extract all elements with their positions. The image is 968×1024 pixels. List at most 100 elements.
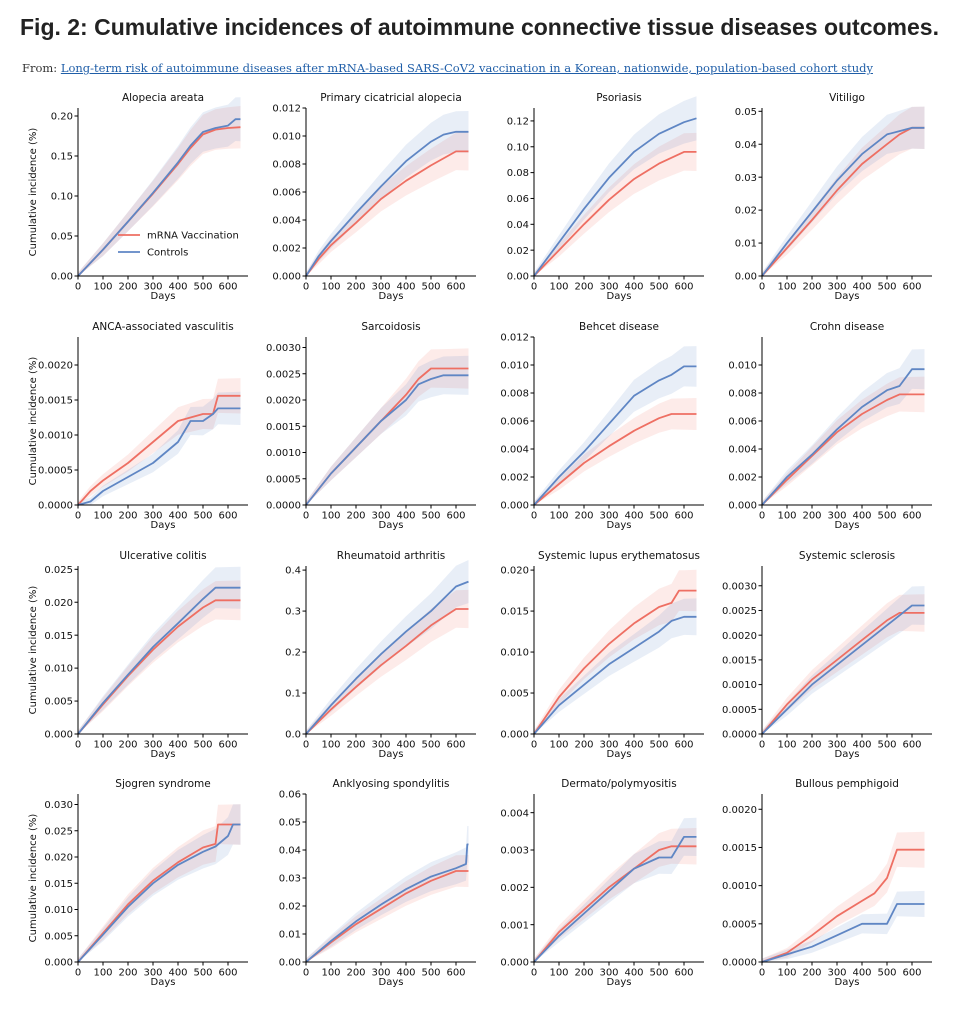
- panel-title: Dermato/polymyositis: [561, 778, 676, 790]
- x-tick-label: 0: [759, 968, 765, 979]
- ci-band: [78, 391, 241, 505]
- x-tick-label: 0: [759, 282, 765, 293]
- series-line-mrna-vaccination: [77, 394, 241, 506]
- x-tick-label: 600: [674, 968, 693, 979]
- y-tick-label: 0.0010: [722, 680, 757, 691]
- y-tick-label: 0.010: [272, 132, 301, 143]
- x-tick-label: 500: [877, 282, 896, 293]
- ci-band: [534, 132, 697, 276]
- x-tick-label: 200: [802, 740, 821, 751]
- x-axis-label: Days: [151, 520, 176, 531]
- y-tick-label: 0.0000: [266, 501, 301, 512]
- y-axis-label: Cumulative incidence (%): [28, 586, 39, 715]
- series-line-controls: [77, 823, 241, 963]
- ci-band: [534, 828, 697, 962]
- ci-band: [534, 598, 697, 734]
- y-tick-label: 0.006: [728, 417, 757, 428]
- ci-band: [306, 589, 469, 734]
- x-tick-label: 400: [168, 968, 187, 979]
- y-tick-label: 0.020: [44, 598, 73, 609]
- x-tick-label: 500: [193, 740, 212, 751]
- series-line-controls: [761, 903, 925, 963]
- x-tick-label: 300: [599, 511, 618, 522]
- y-tick-label: 0.0015: [722, 843, 757, 854]
- x-axis-label: Days: [835, 749, 860, 760]
- x-tick-label: 400: [624, 282, 643, 293]
- y-tick-label: 0.003: [500, 846, 529, 857]
- x-tick-label: 200: [346, 968, 365, 979]
- x-tick-label: 500: [421, 968, 440, 979]
- panel-title: Sjogren syndrome: [115, 778, 210, 790]
- y-tick-label: 0.0015: [38, 396, 73, 407]
- y-tick-label: 0.025: [44, 565, 73, 576]
- y-tick-label: 0.0010: [38, 431, 73, 442]
- x-tick-label: 0: [75, 968, 81, 979]
- x-tick-label: 100: [93, 740, 112, 751]
- x-tick-label: 400: [852, 282, 871, 293]
- x-tick-label: 0: [75, 511, 81, 522]
- panel-title: ANCA-associated vasculitis: [92, 321, 234, 333]
- x-axis-label: Days: [151, 977, 176, 988]
- series-line-mrna-vaccination: [761, 612, 925, 735]
- x-tick-label: 100: [777, 968, 796, 979]
- panel-title: Anklyosing spondylitis: [333, 778, 450, 790]
- x-tick-label: 400: [396, 968, 415, 979]
- x-tick-label: 300: [143, 740, 162, 751]
- y-tick-label: 0.0010: [722, 881, 757, 892]
- y-tick-label: 0.000: [500, 501, 529, 512]
- panel-title: Ulcerative colitis: [119, 550, 206, 562]
- y-tick-label: 0.4: [285, 566, 301, 577]
- y-tick-label: 0.010: [44, 664, 73, 675]
- x-axis-label: Days: [379, 749, 404, 760]
- y-tick-label: 0.0010: [266, 448, 301, 459]
- y-tick-label: 0.002: [500, 473, 529, 484]
- panel-title: Systemic lupus erythematosus: [538, 550, 700, 562]
- y-tick-label: 0.06: [507, 194, 529, 205]
- x-tick-label: 500: [649, 968, 668, 979]
- y-tick-label: 0.008: [500, 389, 529, 400]
- y-tick-label: 0.0020: [266, 396, 301, 407]
- y-tick-label: 0.005: [44, 931, 73, 942]
- chart-panel: Crohn disease 0.000 0.002 0.004 0.006 0.008 0.…: [728, 321, 932, 531]
- chart-panel: Primary cicatricial alopecia 0.000 0.002 0.…: [272, 92, 476, 302]
- panel-title: Sarcoidosis: [361, 321, 420, 333]
- chart-panel: Ulcerative colitis 0.000 0.005 0.010 0.015 0.…: [28, 550, 248, 760]
- x-tick-label: 200: [574, 740, 593, 751]
- y-tick-label: 0.05: [735, 107, 757, 118]
- x-tick-label: 0: [531, 968, 537, 979]
- x-axis-label: Days: [835, 520, 860, 531]
- y-axis-label: Cumulative incidence (%): [28, 128, 39, 257]
- x-tick-label: 0: [759, 511, 765, 522]
- panel-title: Rheumatoid arthritis: [337, 550, 445, 562]
- x-tick-label: 600: [902, 511, 921, 522]
- x-tick-label: 600: [902, 282, 921, 293]
- chart-panel: Sjogren syndrome 0.000 0.005 0.010 0.015 0.02…: [28, 778, 248, 988]
- y-tick-label: 0.00: [51, 272, 73, 283]
- ci-band: [762, 890, 925, 962]
- x-tick-label: 100: [93, 968, 112, 979]
- x-tick-label: 600: [218, 511, 237, 522]
- ci-band: [78, 804, 241, 962]
- chart-panel: Dermato/polymyositis 0.000 0.001 0.002 0.003…: [500, 778, 704, 988]
- chart-panel: Vitiligo 0.00 0.01 0.02 0.03 0.04 0.05 0 100 200 3…: [735, 92, 932, 302]
- legend-label: mRNA Vaccination: [147, 231, 239, 242]
- y-tick-label: 0.008: [728, 389, 757, 400]
- x-tick-label: 0: [531, 511, 537, 522]
- source-article-link[interactable]: Long-term risk of autoimmune diseases af…: [60, 61, 873, 75]
- series-line-controls: [533, 836, 697, 963]
- x-axis-label: Days: [379, 977, 404, 988]
- x-axis-label: Days: [607, 520, 632, 531]
- y-tick-label: 0.1: [285, 689, 301, 700]
- y-tick-label: 0.04: [279, 846, 301, 857]
- y-tick-label: 0.010: [500, 361, 529, 372]
- x-tick-label: 0: [531, 740, 537, 751]
- x-tick-label: 300: [143, 968, 162, 979]
- x-tick-label: 300: [827, 282, 846, 293]
- y-tick-label: 0.0000: [38, 501, 73, 512]
- x-tick-label: 100: [777, 740, 796, 751]
- ci-band: [306, 348, 469, 505]
- x-tick-label: 500: [649, 740, 668, 751]
- x-tick-label: 300: [143, 511, 162, 522]
- ci-band: [78, 580, 241, 734]
